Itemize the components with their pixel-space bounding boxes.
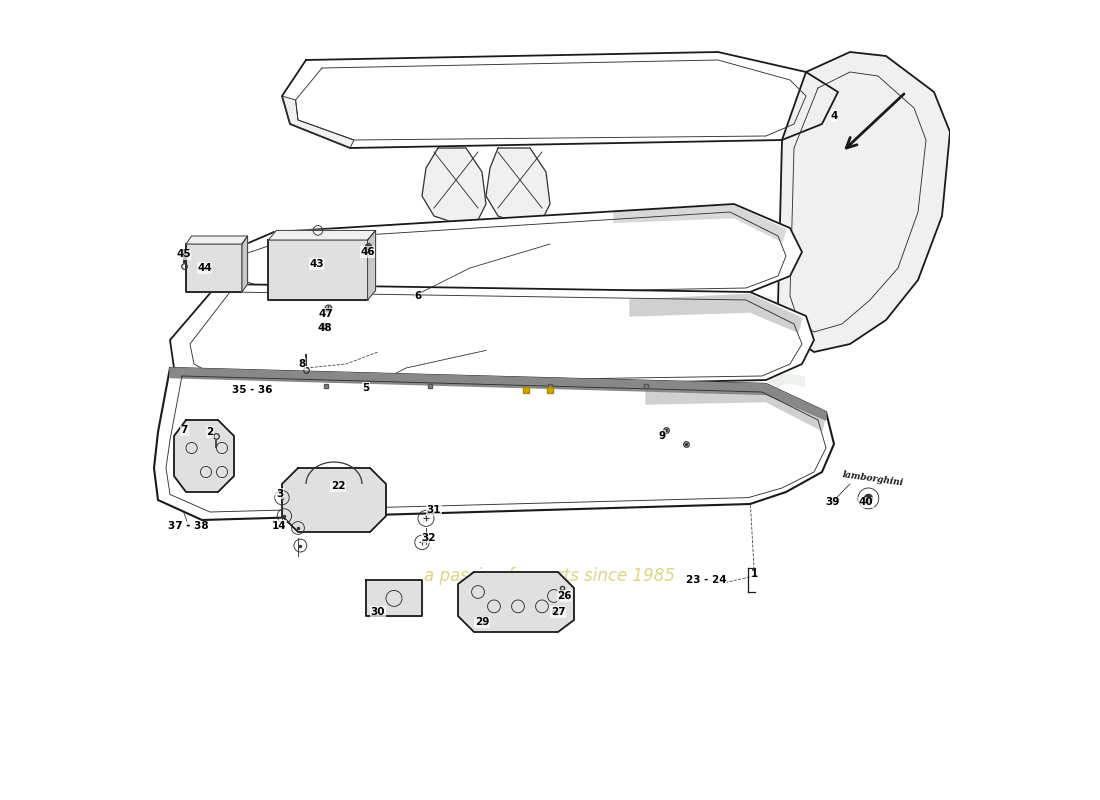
Polygon shape [366, 580, 422, 616]
Text: 32: 32 [421, 533, 436, 542]
Text: 30: 30 [371, 607, 385, 617]
Text: 43: 43 [309, 259, 323, 269]
Text: 48: 48 [317, 323, 332, 333]
Polygon shape [282, 52, 838, 148]
Circle shape [865, 494, 872, 502]
Text: 2: 2 [207, 427, 213, 437]
Text: 27: 27 [551, 607, 565, 617]
Polygon shape [268, 240, 367, 300]
Text: a passion for parts since 1985: a passion for parts since 1985 [425, 567, 675, 585]
Text: 9: 9 [659, 431, 666, 441]
Polygon shape [186, 244, 242, 292]
Text: 7: 7 [180, 426, 188, 435]
Text: 40: 40 [859, 498, 873, 507]
Text: 1: 1 [750, 570, 758, 579]
Polygon shape [778, 52, 950, 352]
Text: 31: 31 [427, 506, 441, 515]
Polygon shape [170, 284, 814, 392]
Text: 46: 46 [361, 247, 375, 257]
Polygon shape [174, 420, 234, 492]
Polygon shape [630, 294, 802, 332]
Polygon shape [282, 468, 386, 532]
Text: 35 - 36: 35 - 36 [232, 386, 273, 395]
Text: 39: 39 [825, 498, 839, 507]
Polygon shape [218, 204, 802, 304]
Polygon shape [186, 236, 248, 244]
Polygon shape [242, 236, 248, 292]
Text: 4: 4 [830, 111, 838, 121]
Text: 22: 22 [331, 482, 345, 491]
Text: ELDA
PARTS: ELDA PARTS [558, 294, 814, 442]
Polygon shape [367, 230, 375, 300]
Text: 14: 14 [273, 521, 287, 530]
Text: 3: 3 [276, 489, 283, 498]
Polygon shape [282, 96, 354, 148]
Polygon shape [614, 206, 786, 242]
Text: 8: 8 [298, 359, 306, 369]
Polygon shape [458, 572, 574, 632]
Text: 45: 45 [176, 250, 191, 259]
Polygon shape [486, 148, 550, 224]
Polygon shape [154, 368, 834, 520]
Text: 47: 47 [319, 309, 333, 318]
Text: 26: 26 [558, 591, 572, 601]
Text: 44: 44 [197, 263, 212, 273]
Text: lamborghini: lamborghini [842, 470, 904, 487]
Polygon shape [268, 230, 375, 240]
Text: 6: 6 [415, 291, 421, 301]
Text: 23 - 24: 23 - 24 [685, 575, 726, 585]
Polygon shape [646, 386, 826, 430]
Text: 37 - 38: 37 - 38 [168, 522, 209, 531]
Polygon shape [170, 368, 826, 420]
Text: 29: 29 [475, 618, 490, 627]
Text: 5: 5 [362, 383, 370, 393]
Polygon shape [422, 148, 486, 224]
